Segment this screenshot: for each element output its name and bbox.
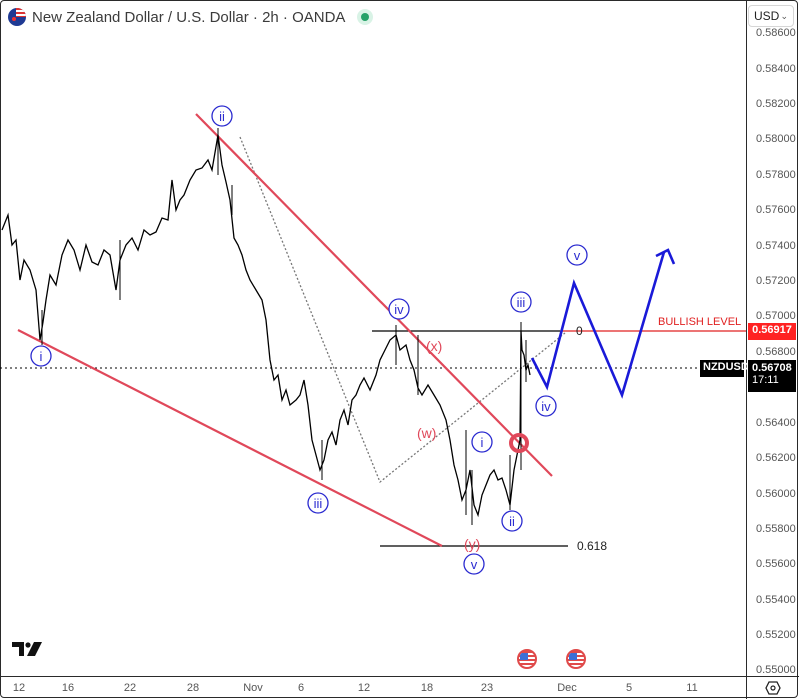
price-tick: 0.57200 bbox=[756, 275, 796, 287]
chart-settings-button[interactable] bbox=[746, 676, 799, 699]
subwave-label-iii: iii bbox=[510, 291, 532, 313]
svg-text:iii: iii bbox=[517, 295, 526, 310]
svg-text:i: i bbox=[40, 349, 43, 364]
svg-text:v: v bbox=[574, 248, 581, 263]
tradingview-logo-icon[interactable] bbox=[12, 642, 44, 658]
time-tick: 12 bbox=[12, 682, 26, 694]
price-tick: 0.56800 bbox=[756, 346, 796, 358]
price-tick: 0.55200 bbox=[756, 629, 796, 641]
time-tick: Dec bbox=[557, 682, 577, 694]
price-tick: 0.57000 bbox=[756, 310, 796, 322]
price-tick: 0.55800 bbox=[756, 523, 796, 535]
wave-label-ii: ii bbox=[211, 105, 233, 127]
svg-text:iii: iii bbox=[314, 496, 323, 511]
svg-text:i: i bbox=[481, 435, 484, 450]
time-tick: 16 bbox=[61, 682, 75, 694]
price-axis[interactable] bbox=[746, 0, 799, 676]
time-tick: 23 bbox=[480, 682, 494, 694]
symbol-badge: NZDUSD bbox=[700, 360, 749, 377]
svg-text:v: v bbox=[471, 557, 478, 572]
wave-label-x: (x) bbox=[426, 338, 442, 354]
price-tick: 0.56000 bbox=[756, 488, 796, 500]
price-tick: 0.57400 bbox=[756, 240, 796, 252]
wave-label-i: i bbox=[30, 345, 52, 367]
wave-label-v: v bbox=[463, 553, 485, 575]
price-series bbox=[1, 134, 531, 518]
us-economic-event-icon[interactable] bbox=[517, 649, 537, 669]
price-tick: 0.58400 bbox=[756, 63, 796, 75]
price-tick: 0.58600 bbox=[756, 27, 796, 39]
fib-retracement-path bbox=[239, 136, 566, 484]
price-tick: 0.57600 bbox=[756, 204, 796, 216]
price-tick: 0.58000 bbox=[756, 133, 796, 145]
time-tick: 28 bbox=[186, 682, 200, 694]
svg-text:iv: iv bbox=[541, 399, 551, 414]
chevron-down-icon: ⌄ bbox=[780, 10, 788, 21]
symbol-title: New Zealand Dollar / U.S. Dollar · 2h · … bbox=[32, 8, 346, 26]
current-price-badge: 0.56708 17:11 bbox=[748, 360, 796, 392]
fib-zero-label: 0 bbox=[576, 324, 583, 338]
nzd-usd-flag-icon bbox=[8, 8, 26, 26]
projection-arrowhead bbox=[655, 248, 676, 265]
breakout-marker bbox=[509, 433, 529, 453]
subwave-label-v: v bbox=[566, 244, 588, 266]
time-tick: Nov bbox=[243, 682, 263, 694]
upper-channel-line bbox=[195, 113, 553, 477]
svg-text:ii: ii bbox=[509, 514, 515, 529]
price-tick: 0.55600 bbox=[756, 558, 796, 570]
wave-label-iii: iii bbox=[307, 492, 329, 514]
price-tick: 0.57800 bbox=[756, 169, 796, 181]
lower-channel-line bbox=[17, 329, 443, 547]
time-tick: 6 bbox=[297, 682, 305, 694]
bullish-level-label: BULLISH LEVEL bbox=[658, 316, 741, 328]
currency-label: USD bbox=[754, 9, 780, 23]
price-tick: 0.58200 bbox=[756, 98, 796, 110]
time-tick: 22 bbox=[123, 682, 137, 694]
projection-path bbox=[530, 251, 666, 399]
subwave-label-i: i bbox=[471, 431, 493, 453]
price-tick: 0.55400 bbox=[756, 594, 796, 606]
svg-text:ii: ii bbox=[219, 109, 225, 124]
time-tick: 12 bbox=[357, 682, 371, 694]
price-tick: 0.55000 bbox=[756, 664, 796, 676]
currency-select[interactable]: USD ⌄ bbox=[748, 5, 794, 27]
price-wicks bbox=[41, 128, 527, 525]
price-tick: 0.56200 bbox=[756, 452, 796, 464]
subwave-label-iv: iv bbox=[535, 395, 557, 417]
time-tick: 11 bbox=[686, 682, 698, 694]
subwave-label-ii: ii bbox=[501, 510, 523, 532]
wave-label-w: (w) bbox=[417, 425, 436, 441]
fib-618-label: 0.618 bbox=[577, 539, 607, 553]
settings-hexagon-icon bbox=[765, 681, 781, 695]
bullish-level-price-badge: 0.56917 bbox=[748, 323, 796, 340]
svg-text:iv: iv bbox=[394, 302, 404, 317]
symbol-header[interactable]: New Zealand Dollar / U.S. Dollar · 2h · … bbox=[8, 6, 374, 28]
time-tick: 18 bbox=[420, 682, 434, 694]
wave-label-y: (y) bbox=[464, 536, 480, 552]
price-chart[interactable]: i ii iii iv v i ii iii iv v (x) (w) (y) … bbox=[0, 0, 746, 676]
time-axis[interactable] bbox=[0, 676, 746, 699]
wave-label-iv: iv bbox=[388, 298, 410, 320]
us-economic-event-icon[interactable] bbox=[566, 649, 586, 669]
current-price-value: 0.56708 bbox=[752, 362, 792, 374]
time-tick: 5 bbox=[625, 682, 633, 694]
price-tick: 0.56400 bbox=[756, 417, 796, 429]
bar-countdown: 17:11 bbox=[752, 374, 779, 386]
market-open-status-icon bbox=[357, 9, 374, 25]
